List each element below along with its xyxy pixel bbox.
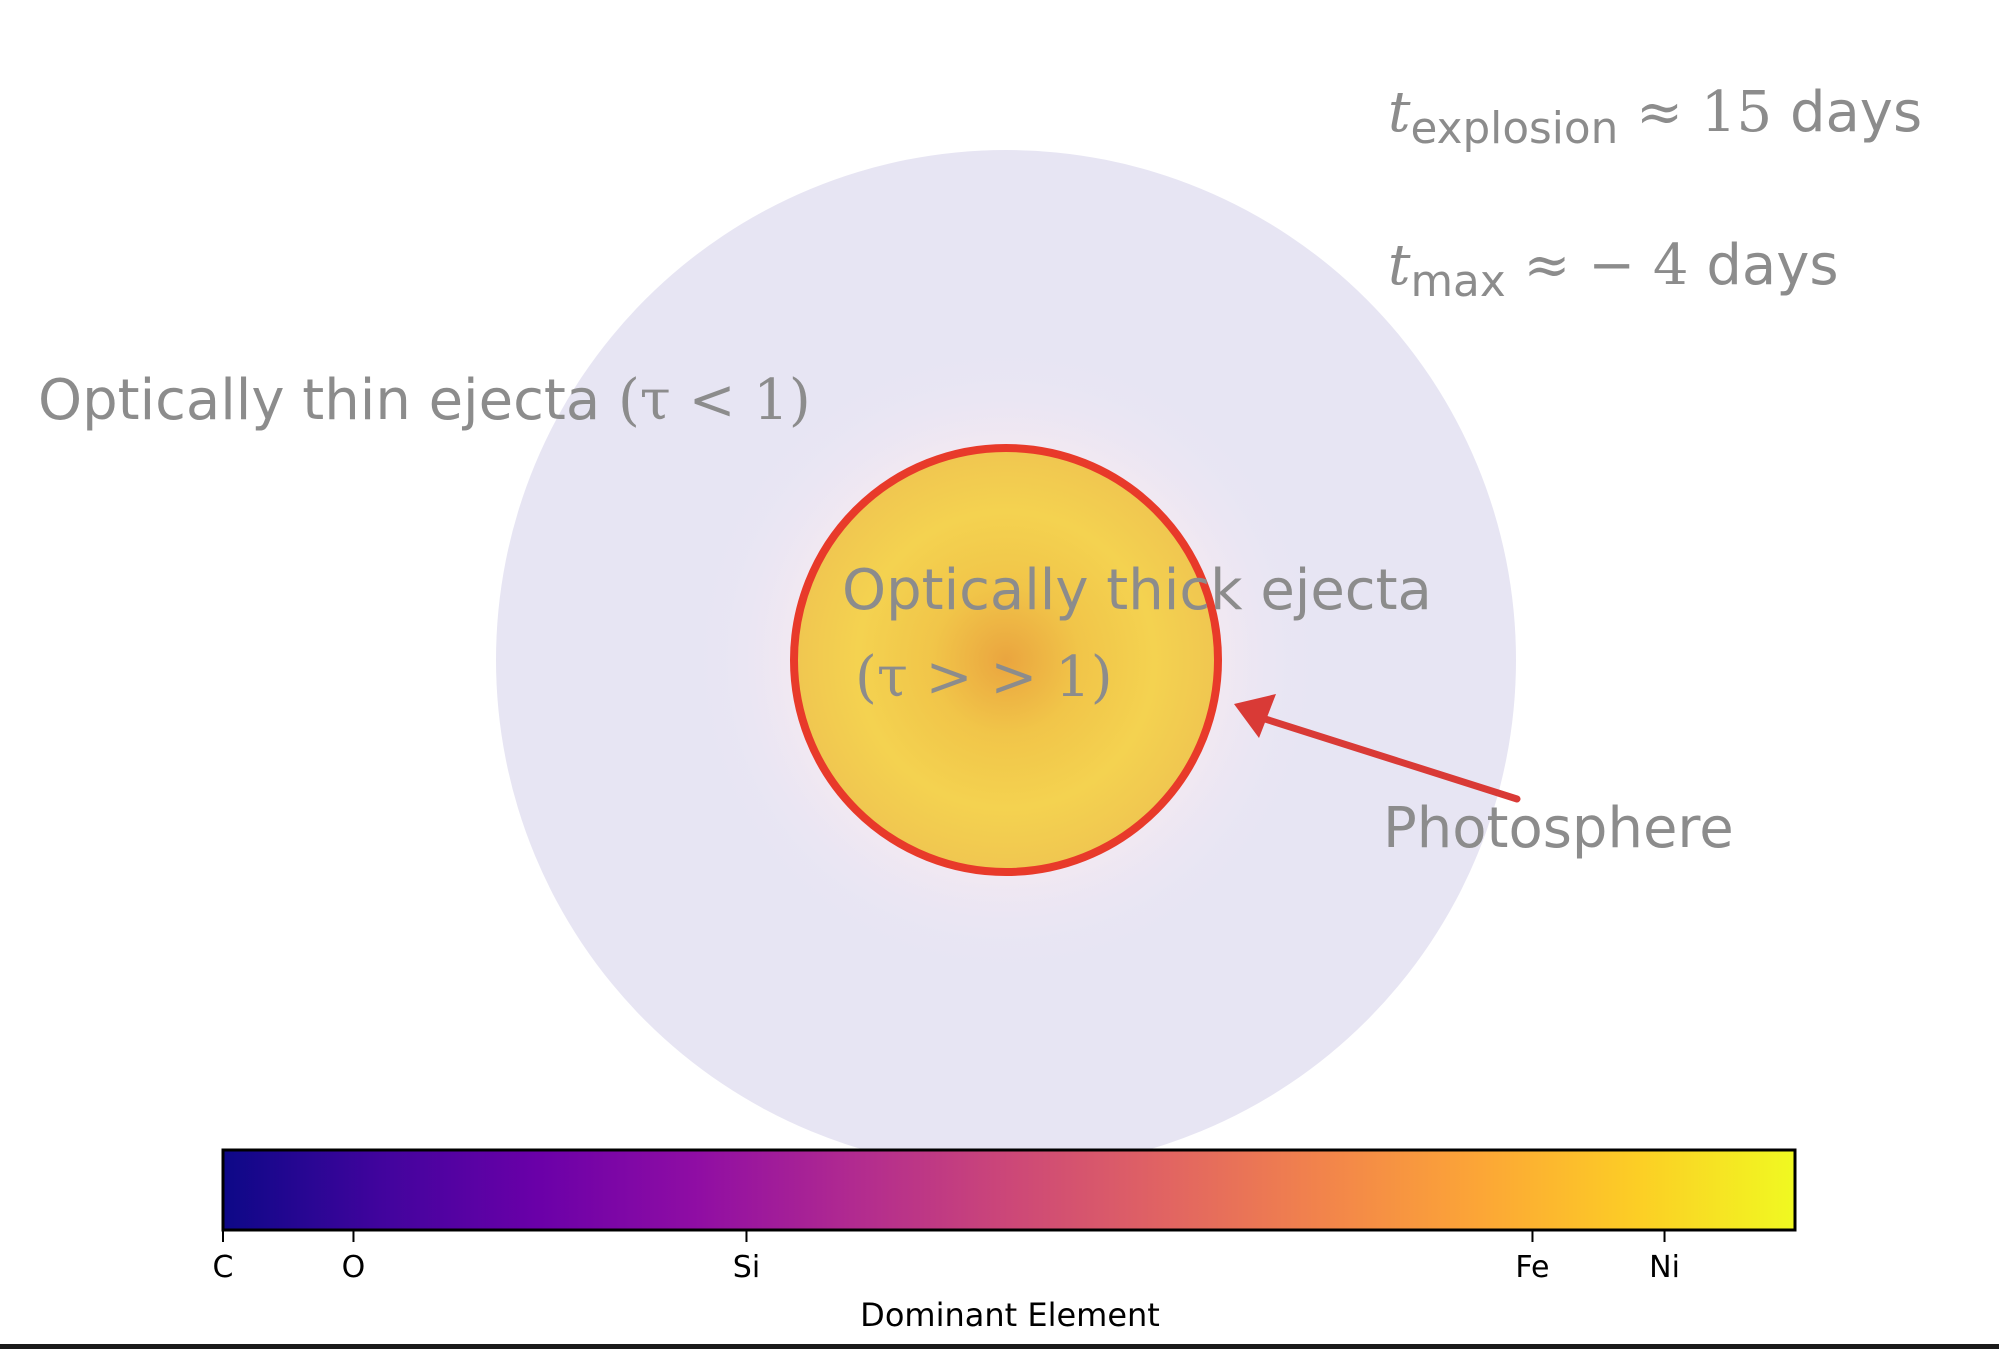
t-max-sub: max	[1410, 256, 1506, 308]
t-explosion-sub: explosion	[1410, 103, 1619, 155]
colorbar-gradient	[221, 1148, 1797, 1232]
colorbar-label: Dominant Element	[860, 1296, 1160, 1334]
t-max-rel: ≈ − 4	[1523, 233, 1689, 298]
colorbar-tick-label-c: C	[212, 1250, 234, 1285]
photosphere-label: Photosphere	[1383, 796, 1734, 861]
t-explosion-unit: days	[1789, 80, 1923, 145]
t-explosion-rel: ≈ 15	[1636, 80, 1773, 145]
colorbar-tick-label-si: Si	[732, 1250, 761, 1285]
colorbar-ticks	[222, 1230, 1666, 1242]
photosphere-arrow-shaft	[1258, 714, 1521, 803]
optically-thick-label: Optically thick ejecta	[842, 558, 1432, 623]
t-max-annotation: tmax ≈ − 4 days	[1388, 233, 1839, 307]
optically-thin-text: Optically thin ejecta	[38, 368, 601, 433]
t-max-var: t	[1388, 233, 1411, 298]
t-explosion-annotation: texplosion ≈ 15 days	[1388, 80, 1923, 154]
optically-thin-math: (τ < 1)	[617, 368, 811, 433]
t-max-unit: days	[1706, 233, 1839, 298]
colorbar-tick-label-fe: Fe	[1515, 1250, 1550, 1285]
colorbar-tick-label-ni: Ni	[1649, 1250, 1680, 1285]
t-explosion-var: t	[1388, 80, 1411, 145]
optically-thin-label: Optically thin ejecta (τ < 1)	[38, 368, 811, 433]
colorbar-tick-label-o: O	[341, 1250, 366, 1285]
optically-thick-core	[794, 448, 1218, 872]
photosphere-ring	[790, 444, 1222, 876]
photosphere-arrow-head	[1234, 694, 1276, 738]
bottom-rule	[0, 1344, 1999, 1349]
optically-thick-math: (τ > > 1)	[855, 645, 1113, 710]
